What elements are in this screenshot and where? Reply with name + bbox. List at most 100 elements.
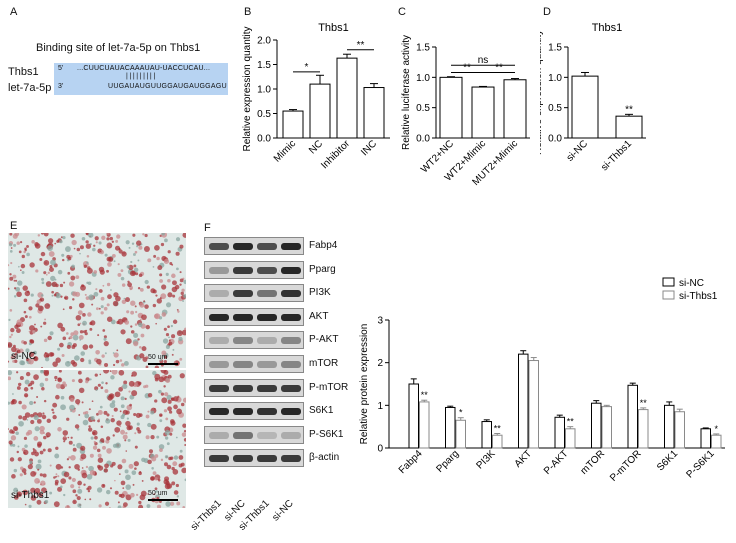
lipid-droplet: [9, 429, 14, 434]
lipid-droplet: [36, 299, 41, 304]
y-tick-label: 0.5: [548, 103, 562, 114]
lipid-droplet: [111, 370, 118, 375]
lipid-droplet: [123, 361, 129, 366]
lipid-droplet: [34, 323, 36, 326]
lipid-droplet: [23, 393, 29, 398]
lipid-droplet: [83, 264, 88, 269]
lipid-droplet: [89, 321, 93, 326]
lipid-droplet: [128, 246, 131, 249]
lipid-droplet: [111, 414, 114, 418]
lipid-droplet: [94, 373, 98, 377]
lipid-droplet: [87, 266, 91, 270]
lipid-droplet: [57, 475, 60, 478]
lipid-droplet: [16, 291, 22, 298]
lipid-droplet: [97, 383, 101, 387]
lipid-droplet: [17, 382, 22, 387]
lipid-droplet: [88, 344, 94, 349]
lipid-droplet: [59, 342, 64, 348]
blot-band: [281, 290, 301, 298]
y-tick-label: 3: [377, 316, 383, 327]
lipid-droplet: [62, 430, 69, 436]
lipid-droplet: [57, 377, 62, 381]
lipid-droplet: [153, 493, 156, 496]
lipid-droplet: [168, 341, 173, 346]
lipid-droplet: [163, 355, 168, 359]
lipid-droplet: [133, 340, 139, 347]
lipid-droplet: [121, 299, 127, 305]
lipid-droplet: [178, 455, 184, 460]
lipid-droplet: [13, 494, 19, 500]
lipid-droplet: [120, 493, 125, 499]
lipid-droplet: [166, 442, 170, 446]
x-tick-label: P-S6K1: [684, 448, 716, 480]
lipid-droplet: [8, 318, 11, 321]
blot-band: [257, 408, 277, 416]
let7a-row-name: let-7a-5p: [8, 82, 52, 94]
lipid-droplet: [167, 406, 172, 412]
lipid-droplet: [104, 253, 108, 257]
y-tick-label: 1.5: [548, 43, 562, 54]
lipid-droplet: [159, 359, 162, 362]
lipid-droplet: [45, 281, 52, 287]
lipid-droplet: [120, 269, 124, 273]
x-tick-label: S6K1: [655, 448, 680, 473]
blot-band: [233, 431, 253, 439]
lipid-droplet: [25, 431, 30, 436]
lipid-droplet: [24, 412, 31, 418]
lipid-droplet: [119, 425, 122, 428]
lipid-droplet: [93, 270, 98, 274]
lipid-droplet: [72, 489, 77, 494]
lipid-droplet: [109, 487, 113, 490]
lipid-droplet: [154, 373, 161, 380]
lipid-droplet: [147, 493, 150, 495]
lipid-droplet: [84, 332, 88, 336]
lipid-droplet: [23, 310, 27, 314]
lipid-droplet: [11, 474, 16, 479]
blot-band: [209, 361, 229, 368]
lipid-droplet: [57, 486, 63, 492]
lipid-droplet: [161, 284, 167, 290]
lipid-droplet: [165, 501, 171, 507]
lipid-droplet: [107, 262, 112, 267]
y-axis-label: Relative luciferase activity: [401, 35, 412, 150]
lipid-droplet: [95, 349, 100, 355]
panel-b-label: B: [244, 6, 252, 18]
lipid-droplet: [154, 454, 159, 458]
lipid-droplet: [60, 485, 63, 489]
bar-si-NC: [700, 428, 711, 449]
lipid-droplet: [126, 265, 130, 269]
lipid-droplet: [179, 283, 182, 286]
lipid-droplet: [159, 273, 163, 277]
lipid-droplet: [26, 419, 29, 421]
lipid-droplet: [129, 394, 135, 400]
lipid-droplet: [99, 250, 102, 253]
lipid-droplet: [79, 330, 84, 334]
lipid-droplet: [60, 326, 66, 332]
lipid-droplet: [71, 477, 76, 483]
lipid-droplet: [85, 379, 89, 384]
lipid-droplet: [101, 354, 105, 358]
lipid-droplet: [16, 450, 19, 454]
lipid-droplet: [55, 394, 60, 400]
lipid-droplet: [139, 471, 142, 474]
lipid-droplet: [9, 276, 14, 281]
lipid-droplet: [148, 449, 154, 454]
lipid-droplet: [117, 272, 122, 277]
lipid-droplet: [161, 233, 165, 236]
lipid-droplet: [131, 242, 135, 245]
lipid-droplet: [125, 338, 132, 345]
significance-label: ns: [478, 55, 489, 66]
lipid-droplet: [55, 473, 58, 476]
lipid-droplet: [164, 392, 169, 397]
lipid-droplet: [120, 329, 126, 335]
lipid-droplet: [75, 494, 78, 497]
lipid-droplet: [119, 410, 122, 413]
blot-band: [209, 290, 229, 298]
lipid-droplet: [125, 484, 132, 490]
lipid-droplet: [49, 265, 53, 269]
lipid-droplet: [31, 451, 35, 456]
lipid-droplet: [128, 380, 135, 387]
lipid-droplet: [151, 467, 154, 470]
lipid-droplet: [124, 320, 130, 325]
lipid-droplet: [10, 247, 13, 249]
